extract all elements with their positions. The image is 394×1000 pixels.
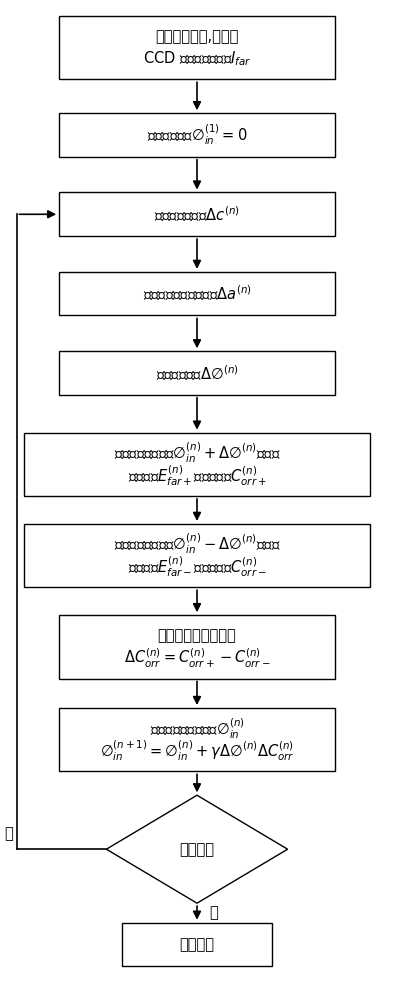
FancyBboxPatch shape (59, 113, 335, 157)
FancyBboxPatch shape (122, 923, 272, 966)
FancyBboxPatch shape (59, 16, 335, 79)
Text: $\Delta C_{orr}^{(n)}=C_{orr+}^{(n)}-C_{orr-}^{(n)}$: $\Delta C_{orr}^{(n)}=C_{orr+}^{(n)}-C_{… (124, 647, 270, 670)
Text: 远场分布$E_{far+}^{(n)}$及目标函数$C_{orr+}^{(n)}$: 远场分布$E_{far+}^{(n)}$及目标函数$C_{orr+}^{(n)}… (128, 463, 266, 488)
Text: 输出结果: 输出结果 (180, 937, 214, 952)
Text: CCD 上光斑强度分布$I_{far}$: CCD 上光斑强度分布$I_{far}$ (143, 50, 251, 68)
FancyBboxPatch shape (59, 192, 335, 236)
FancyBboxPatch shape (59, 272, 335, 315)
Text: 是否结束: 是否结束 (180, 842, 214, 857)
Polygon shape (106, 795, 288, 903)
Text: 计算负扰动后相位$\varnothing_{in}^{(n)}-\Delta\varnothing^{(n)}$对应的: 计算负扰动后相位$\varnothing_{in}^{(n)}-\Delta\v… (114, 532, 280, 556)
Text: 计算正扰动后相位$\varnothing_{in}^{(n)}+\Delta\varnothing^{(n)}$对应的: 计算正扰动后相位$\varnothing_{in}^{(n)}+\Delta\v… (114, 440, 280, 465)
Text: 是: 是 (209, 905, 217, 920)
Text: 设置初始相位$\varnothing_{in}^{(1)}=0$: 设置初始相位$\varnothing_{in}^{(1)}=0$ (147, 123, 247, 147)
Text: 远场分布$E_{far-}^{(n)}$及目标函数$C_{orr-}^{(n)}$: 远场分布$E_{far-}^{(n)}$及目标函数$C_{orr-}^{(n)}… (128, 555, 266, 579)
Text: $\varnothing_{in}^{(n+1)}=\varnothing_{in}^{(n)}+\gamma\Delta\varnothing^{(n)}\D: $\varnothing_{in}^{(n+1)}=\varnothing_{i… (100, 739, 294, 763)
Text: 计算目标函数变化量: 计算目标函数变化量 (158, 628, 236, 643)
FancyBboxPatch shape (24, 433, 370, 496)
Text: 计算扰动相位$\Delta\varnothing^{(n)}$: 计算扰动相位$\Delta\varnothing^{(n)}$ (156, 363, 238, 383)
Text: 指数函数调制扰动向量$\Delta a^{(n)}$: 指数函数调制扰动向量$\Delta a^{(n)}$ (143, 284, 251, 303)
FancyBboxPatch shape (59, 708, 335, 771)
Text: 计算迭代相位并更新$\varnothing_{in}^{(n)}$: 计算迭代相位并更新$\varnothing_{in}^{(n)}$ (150, 716, 244, 741)
Text: 输入待测波前,并记录: 输入待测波前,并记录 (155, 29, 239, 44)
Text: 否: 否 (4, 826, 13, 841)
FancyBboxPatch shape (59, 351, 335, 395)
Text: 生成随机扰动量$\Delta c^{(n)}$: 生成随机扰动量$\Delta c^{(n)}$ (154, 205, 240, 224)
FancyBboxPatch shape (59, 615, 335, 679)
FancyBboxPatch shape (24, 524, 370, 587)
